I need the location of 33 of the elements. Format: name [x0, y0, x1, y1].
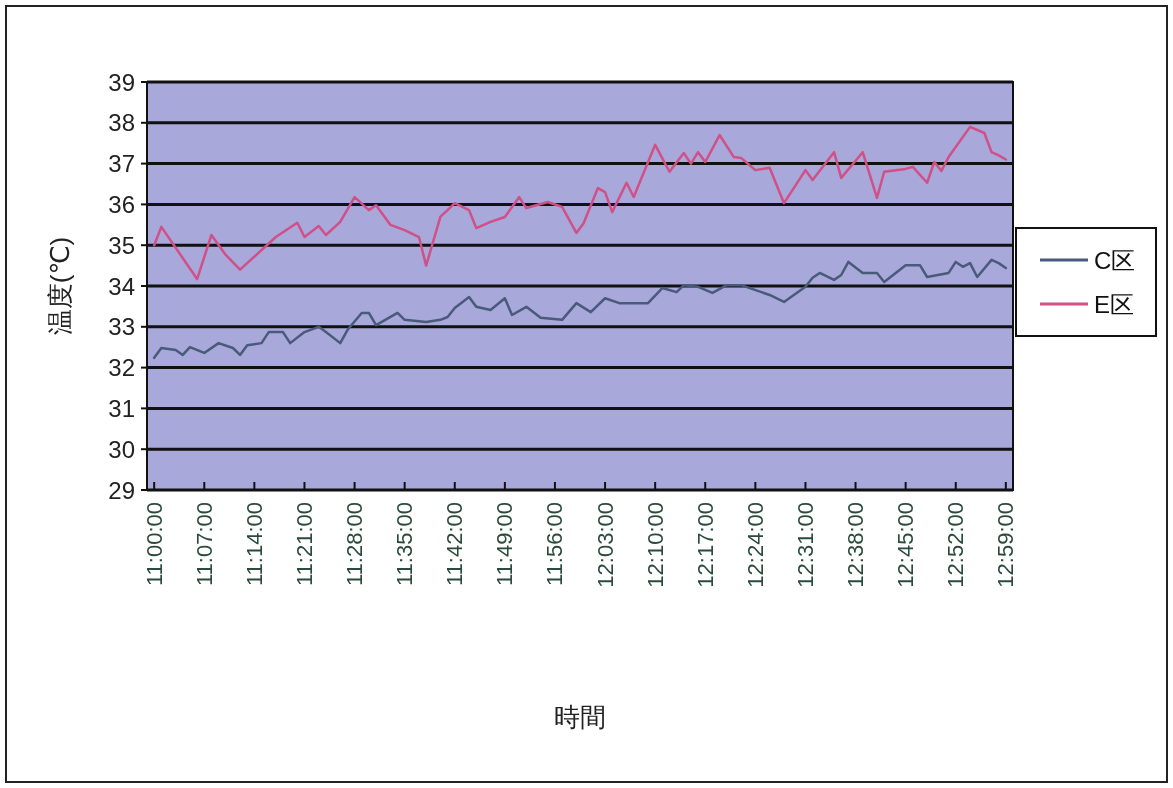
y-tick-label: 32 [108, 354, 135, 382]
x-tick-label: 11:28:00 [342, 502, 368, 587]
y-tick-label: 29 [108, 476, 135, 504]
x-tick-label: 12:59:00 [993, 502, 1019, 588]
x-tick-label: 11:35:00 [392, 502, 418, 587]
x-tick-label: 11:07:00 [191, 502, 217, 587]
x-tick-label: 12:17:00 [692, 502, 718, 588]
x-tick-label: 12:10:00 [642, 502, 668, 588]
legend-label: E区 [1094, 290, 1135, 318]
y-tick-label: 39 [108, 68, 135, 96]
x-tick-label: 12:03:00 [592, 502, 618, 588]
x-tick-label: 12:38:00 [843, 502, 869, 588]
x-tick-label: 11:00:00 [141, 502, 167, 587]
x-tick-label: 12:31:00 [792, 502, 818, 588]
x-tick-label: 12:45:00 [893, 502, 919, 588]
x-tick-label: 11:56:00 [542, 502, 568, 587]
y-tick-label: 30 [108, 435, 135, 463]
x-tick-label: 12:24:00 [742, 502, 768, 588]
y-tick-label: 34 [108, 272, 135, 300]
legend-label: C区 [1094, 246, 1136, 274]
x-tick-label: 11:21:00 [291, 502, 317, 587]
y-tick-label: 38 [108, 109, 135, 137]
y-axis-title: 温度(℃) [45, 236, 75, 336]
y-tick-label: 33 [108, 313, 135, 341]
x-tick-label: 11:14:00 [241, 502, 267, 587]
x-tick-label: 12:52:00 [943, 502, 969, 588]
x-tick-label: 11:42:00 [442, 502, 468, 587]
x-axis-title: 時間 [554, 702, 606, 732]
x-tick-label: 11:49:00 [492, 502, 518, 587]
y-tick-label: 35 [108, 231, 135, 259]
y-tick-label: 37 [108, 150, 135, 178]
y-tick-label: 31 [108, 394, 135, 422]
y-tick-label: 36 [108, 190, 135, 218]
